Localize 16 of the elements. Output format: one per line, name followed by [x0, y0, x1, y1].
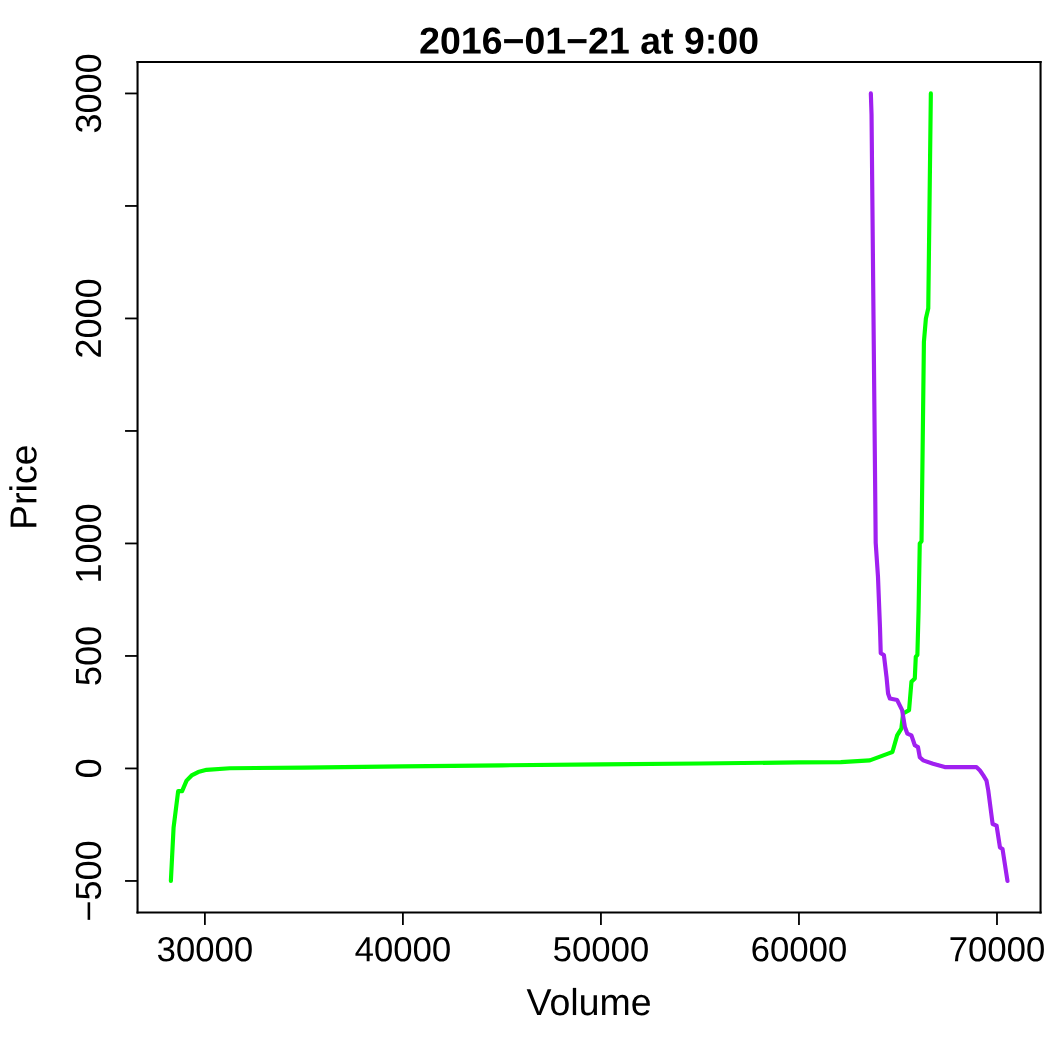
y-tick-label: −500: [75, 841, 102, 920]
y-tick-label: 1000: [75, 504, 102, 581]
x-tick-label: 40000: [355, 936, 450, 962]
y-axis-title: Price: [9, 446, 37, 527]
line-series: [868, 91, 1010, 884]
x-tick-label: 50000: [554, 936, 648, 962]
y-tick-label: 0: [75, 759, 102, 778]
x-tick-label: 60000: [752, 936, 846, 962]
chart-title: 2016−01−21 at 9:00: [420, 27, 758, 54]
x-axis-title: Volume: [526, 987, 650, 1016]
y-tick-label: 2000: [75, 279, 102, 357]
x-tick-label: 70000: [950, 936, 1044, 962]
y-tick-label: 500: [75, 627, 102, 685]
line-series: [168, 91, 933, 884]
x-tick-label: 30000: [157, 936, 252, 962]
y-tick-label: 3000: [75, 54, 102, 133]
